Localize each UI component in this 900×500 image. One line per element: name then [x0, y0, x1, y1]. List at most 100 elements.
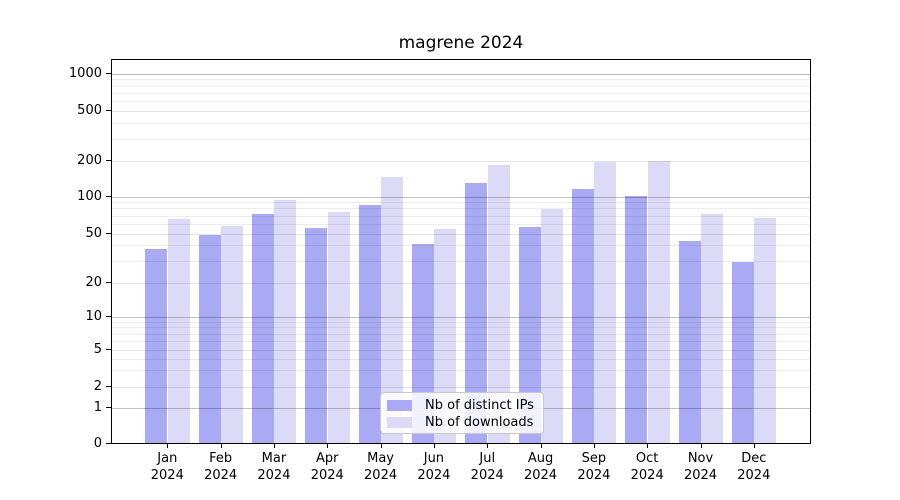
- x-tick: [220, 444, 222, 448]
- gridline: [112, 340, 810, 342]
- y-tick: [106, 443, 111, 444]
- bar-nb-of-distinct-ips-apr: [305, 228, 328, 443]
- x-tick-label-nov: Nov 2024: [683, 451, 718, 483]
- gridline: [112, 123, 810, 125]
- x-tick-label-dec: Dec 2024: [737, 451, 771, 483]
- legend: Nb of distinct IPs Nb of downloads: [380, 392, 544, 434]
- bar-nb-of-distinct-ips-feb: [198, 234, 221, 443]
- x-tick: [327, 444, 329, 448]
- bar-nb-of-downloads-jun: [434, 229, 457, 443]
- x-tick-label-jul: Jul 2024: [470, 451, 504, 483]
- y-tick-label: 20: [85, 274, 102, 290]
- bar-nb-of-distinct-ips-mar: [251, 213, 274, 443]
- bar-nb-of-downloads-jul: [487, 165, 510, 443]
- x-tick: [647, 444, 649, 448]
- bar-nb-of-downloads-nov: [701, 213, 723, 443]
- bar-nb-of-distinct-ips-sep: [571, 188, 594, 443]
- bar-nb-of-downloads-may: [381, 176, 404, 443]
- gridline: [112, 386, 810, 388]
- x-tick: [273, 444, 275, 448]
- gridline: [112, 161, 810, 162]
- y-tick: [106, 281, 111, 283]
- x-tick-label-oct: Oct 2024: [630, 451, 664, 483]
- gridline: [112, 73, 810, 75]
- gridline: [112, 79, 810, 81]
- y-tick-label: 5: [93, 341, 102, 357]
- y-tick: [106, 110, 111, 111]
- gridline: [112, 333, 810, 335]
- gridline: [112, 208, 810, 210]
- y-tick-label: 100: [77, 188, 102, 204]
- gridline: [112, 101, 810, 103]
- legend-swatch-downloads: [387, 417, 412, 428]
- gridline: [112, 358, 810, 360]
- x-tick: [433, 444, 435, 448]
- x-tick-label-feb: Feb 2024: [204, 451, 238, 483]
- y-tick-label: 10: [85, 309, 102, 324]
- x-tick-label-aug: Aug 2024: [523, 451, 558, 483]
- gridline: [112, 111, 810, 112]
- gridline: [112, 215, 810, 217]
- y-tick: [106, 195, 111, 197]
- chart-title: magrene 2024: [398, 33, 524, 53]
- gridline: [112, 233, 810, 235]
- legend-label-distinct-ips: Nb of distinct IPs: [425, 398, 534, 413]
- bar-nb-of-distinct-ips-jul: [465, 183, 488, 443]
- x-tick-label-sep: Sep 2024: [577, 451, 611, 483]
- gridline: [112, 317, 810, 318]
- bar-nb-of-distinct-ips-may: [358, 204, 381, 443]
- gridline: [112, 370, 810, 372]
- y-tick-label: 50: [85, 225, 102, 241]
- bar-nb-of-downloads-jan: [167, 218, 190, 443]
- y-tick: [106, 160, 111, 161]
- y-tick-label: 1000: [68, 65, 102, 81]
- x-tick: [593, 444, 595, 448]
- bar-nb-of-downloads-feb: [221, 225, 244, 443]
- gridline: [112, 282, 810, 284]
- bar-nb-of-distinct-ips-oct: [625, 195, 648, 443]
- x-tick-label-mar: Mar 2024: [257, 451, 291, 483]
- y-tick-label: 2: [93, 378, 102, 394]
- y-tick: [106, 232, 111, 234]
- gridline: [112, 245, 810, 247]
- y-tick-label: 0: [93, 436, 102, 451]
- gridline: [112, 138, 810, 140]
- legend-item-distinct-ips: Nb of distinct IPs: [387, 397, 537, 414]
- gridline: [112, 349, 810, 351]
- bar-nb-of-downloads-apr: [327, 211, 350, 443]
- y-tick: [106, 385, 111, 387]
- x-tick-label-apr: Apr 2024: [310, 451, 344, 483]
- legend-item-downloads: Nb of downloads: [387, 414, 537, 431]
- y-tick: [106, 406, 111, 408]
- y-tick: [106, 348, 111, 350]
- y-tick: [106, 316, 111, 317]
- gridline: [112, 196, 810, 198]
- x-tick-label-may: May 2024: [364, 451, 398, 483]
- gridline: [112, 202, 810, 204]
- bar-nb-of-distinct-ips-jan: [145, 248, 168, 443]
- bar-nb-of-downloads-oct: [647, 161, 670, 443]
- y-tick-label: 1: [93, 399, 102, 415]
- x-tick-label-jun: Jun 2024: [417, 451, 451, 483]
- gridline: [112, 85, 810, 87]
- legend-label-downloads: Nb of downloads: [425, 415, 534, 430]
- x-tick: [487, 444, 489, 448]
- gridline: [112, 73, 810, 75]
- x-tick: [700, 444, 702, 448]
- x-tick: [167, 444, 169, 448]
- gridline: [112, 260, 810, 262]
- bar-nb-of-distinct-ips-nov: [678, 240, 701, 443]
- y-tick-label: 500: [77, 103, 102, 118]
- bar-nb-of-downloads-dec: [754, 217, 777, 443]
- bar-nb-of-downloads-sep: [594, 162, 617, 443]
- x-tick: [753, 444, 755, 448]
- plot-area: [111, 59, 811, 444]
- x-tick: [380, 444, 382, 448]
- y-tick-label: 200: [77, 153, 102, 168]
- x-tick-label-jan: Jan 2024: [150, 451, 184, 483]
- gridline: [112, 321, 810, 323]
- gridline: [112, 327, 810, 329]
- y-tick: [106, 72, 111, 74]
- gridline: [112, 223, 810, 225]
